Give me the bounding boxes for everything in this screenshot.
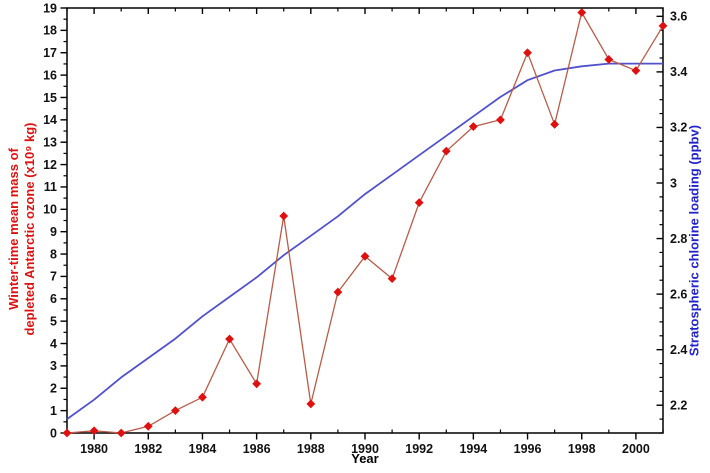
depleted-ozone-mass-data-point [441,146,451,156]
left-tick-label: 4 [50,337,57,351]
depleted-ozone-mass-data-point [306,399,316,409]
left-tick-label: 16 [43,68,57,82]
depleted-ozone-mass-data-point [333,287,343,297]
left-tick-label: 8 [50,247,57,261]
depleted-ozone-mass-data-point [252,379,262,389]
left-tick-label: 11 [44,180,57,194]
left-axis-title: Winter-time mean mass of depleted Antarc… [6,59,38,399]
left-tick-label: 18 [43,24,57,38]
depleted-ozone-mass-data-point [198,392,207,402]
x-axis-title: Year [351,451,379,466]
depleted-ozone-mass-data-point [658,21,668,31]
x-tick-label: 1992 [405,442,433,456]
left-tick-label: 15 [43,91,57,105]
depleted-ozone-mass-data-point [496,115,505,125]
plot-border [66,7,664,434]
depleted-ozone-mass-line [66,11,664,434]
right-tick-label: 3.2 [670,121,687,135]
left-tick-label: 5 [50,314,57,328]
depleted-ozone-mass-data-point [360,251,370,261]
depleted-ozone-mass-data-point [143,421,153,431]
left-tick-label: 19 [43,1,57,15]
right-tick-label: 3 [670,176,677,190]
right-axis-title: Stratospheric chlorine loading (ppbv) [686,124,702,357]
depleted-ozone-mass-data-point [225,334,234,344]
x-tick-label: 2000 [622,442,650,456]
right-tick-label: 2.4 [670,343,687,357]
x-tick-label: 1986 [243,442,271,456]
left-tick-label: 9 [50,225,57,239]
depleted-ozone-mass-data-point [170,406,180,416]
depleted-ozone-mass-data-point [523,48,532,58]
left-tick-label: 6 [50,292,57,306]
depleted-ozone-mass-data-point [550,119,560,129]
x-tick-label: 1998 [568,442,596,456]
x-tick-label: 1988 [297,442,325,456]
left-tick-label: 17 [43,46,57,60]
x-tick-label: 1984 [189,442,217,456]
right-tick-label: 2.2 [670,399,687,413]
left-tick-label: 10 [43,203,57,217]
left-tick-label: 1 [50,404,57,418]
right-tick-label: 2.8 [670,232,687,246]
left-axis-title-line1: Winter-time mean mass of [6,148,21,310]
depleted-ozone-mass-data-point [631,66,641,76]
right-tick-label: 3.6 [670,10,687,24]
left-tick-label: 0 [50,426,57,440]
right-tick-label: 3.4 [670,65,687,79]
left-tick-label: 13 [43,136,57,150]
depleted-ozone-mass-data-point [62,428,72,438]
depleted-ozone-mass-data-point [604,55,614,64]
depleted-ozone-mass-data-point [387,274,397,284]
depleted-ozone-mass-data-point [89,426,99,436]
left-axis-title-line2: depleted Antarctic ozone (x10⁹ kg) [22,122,37,336]
left-tick-label: 7 [50,270,57,284]
depleted-ozone-mass-data-point [414,198,424,208]
x-tick-label: 1996 [514,442,542,456]
left-tick-label: 12 [43,158,57,172]
left-tick-label: 2 [50,382,57,396]
left-tick-label: 3 [50,359,57,373]
depleted-ozone-mass-data-point [116,428,126,438]
x-tick-label: 1980 [80,442,108,456]
x-tick-label: 1982 [134,442,162,456]
right-tick-label: 2.6 [670,287,687,301]
stratospheric-chlorine-loading-line [66,62,663,420]
x-tick-label: 1990 [351,442,379,456]
depleted-ozone-mass-data-point [468,122,478,131]
depleted-ozone-mass-data-point [577,8,587,17]
depleted-ozone-mass-data-point [279,211,289,221]
x-tick-label: 1994 [459,442,487,456]
left-tick-label: 14 [43,113,57,127]
